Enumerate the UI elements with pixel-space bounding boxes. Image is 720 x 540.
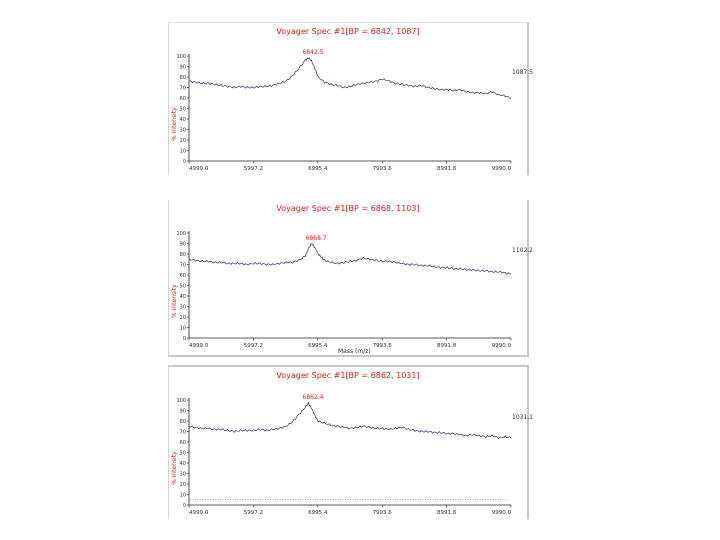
y-tick-label: 70 xyxy=(180,262,186,268)
y-tick-label: 100 xyxy=(176,398,186,404)
y-tick-label: 40 xyxy=(180,461,186,467)
x-tick-label: 9990.0 xyxy=(492,166,512,172)
peak-label: 6868.7 xyxy=(305,234,327,242)
spectrum-plot-1: 0 10 20 30 40 50 60 70 80 90 100 4999.0 5997.2 6995.4… xyxy=(176,54,512,172)
y-tick-label: 20 xyxy=(180,315,186,321)
y-tick-label: 0 xyxy=(183,503,186,509)
y-tick-label: 50 xyxy=(180,283,186,289)
spectrum-panel-2: 0 10 20 30 40 50 60 70 80 90 100 4999.0 5997.2 6995.4… xyxy=(168,200,533,357)
x-tick-label: 8991.8 xyxy=(437,510,457,516)
y-tick-label: 60 xyxy=(180,96,186,102)
spectrum-plot-2: 0 10 20 30 40 50 60 70 80 90 100 4999.0 5997.2 6995.4… xyxy=(176,231,512,349)
y-axis-label: % Intensity xyxy=(171,451,178,485)
y-axis-label: % Intensity xyxy=(171,284,178,318)
y-tick-label: 30 xyxy=(180,304,186,310)
side-value: 1087.5 xyxy=(512,68,533,76)
x-tick-label: 4999.0 xyxy=(189,510,209,516)
spectrum-panel-3: 0 10 20 30 40 50 60 70 80 90 100 4999.0 5997.2 6995.4… xyxy=(168,365,533,519)
y-tick-label: 50 xyxy=(180,450,186,456)
x-tick-label: 7993.6 xyxy=(373,166,393,172)
y-tick-label: 90 xyxy=(180,64,186,70)
y-tick-label: 10 xyxy=(180,148,186,154)
y-tick-label: 70 xyxy=(180,429,186,435)
x-tick-label: 7993.6 xyxy=(373,510,393,516)
y-axis-label: % Intensity xyxy=(171,107,178,141)
y-tick-label: 100 xyxy=(176,231,186,237)
spectrum-line xyxy=(188,401,512,440)
peak-label: 6842.5 xyxy=(302,49,324,57)
y-tick-label: 80 xyxy=(180,75,186,81)
x-tick-label: 4999.0 xyxy=(189,166,209,172)
spectrum-line xyxy=(188,243,512,275)
y-tick-label: 10 xyxy=(180,325,186,331)
y-tick-label: 80 xyxy=(180,419,186,425)
spectrum-panel-1: 0 10 20 30 40 50 60 70 80 90 100 4999.0 5997.2 6995.4… xyxy=(168,22,533,175)
y-tick-label: 60 xyxy=(180,440,186,446)
y-tick-label: 30 xyxy=(180,471,186,477)
x-tick-label: 5997.2 xyxy=(244,166,263,172)
y-tick-label: 20 xyxy=(180,482,186,488)
x-tick-label: 8991.8 xyxy=(437,166,457,172)
x-tick-label: 5997.2 xyxy=(244,343,263,349)
spectrum-title: Voyager Spec #1[BP = 6868, 1103] xyxy=(276,204,420,213)
spectrum-line xyxy=(188,57,512,99)
peak-label: 6862.4 xyxy=(302,394,324,402)
y-tick-label: 40 xyxy=(180,294,186,300)
x-tick-label: 7993.6 xyxy=(373,343,393,349)
x-tick-label: 5997.2 xyxy=(244,510,263,516)
y-tick-label: 20 xyxy=(180,138,186,144)
x-tick-label: 9990.0 xyxy=(492,510,512,516)
x-tick-label: 8991.8 xyxy=(437,343,457,349)
y-tick-label: 90 xyxy=(180,408,186,414)
y-tick-label: 50 xyxy=(180,106,186,112)
y-tick-label: 40 xyxy=(180,117,186,123)
x-tick-label: 9990.0 xyxy=(492,343,512,349)
spectrum-title: Voyager Spec #1[BP = 6842, 1087] xyxy=(276,27,420,36)
x-tick-label: 6995.4 xyxy=(308,166,328,172)
side-value: 1102.2 xyxy=(512,246,533,254)
y-tick-label: 100 xyxy=(176,54,186,60)
y-tick-label: 10 xyxy=(180,492,186,498)
side-value: 1031.1 xyxy=(512,413,533,421)
y-tick-label: 0 xyxy=(183,159,186,165)
y-tick-label: 70 xyxy=(180,85,186,91)
spectrum-plot-3: 0 10 20 30 40 50 60 70 80 90 100 4999.0 5997.2 6995.4… xyxy=(176,398,512,516)
x-tick-label: 6995.4 xyxy=(308,510,328,516)
spectrum-title: Voyager Spec #1[BP = 6862, 1031] xyxy=(276,371,420,380)
x-tick-label: 6995.4 xyxy=(308,343,328,349)
x-axis-label: Mass (m/z) xyxy=(338,348,371,355)
y-tick-label: 90 xyxy=(180,241,186,247)
y-tick-label: 60 xyxy=(180,273,186,279)
y-tick-label: 0 xyxy=(183,336,186,342)
y-tick-label: 30 xyxy=(180,127,186,133)
y-tick-label: 80 xyxy=(180,252,186,258)
x-tick-label: 4999.0 xyxy=(189,343,209,349)
